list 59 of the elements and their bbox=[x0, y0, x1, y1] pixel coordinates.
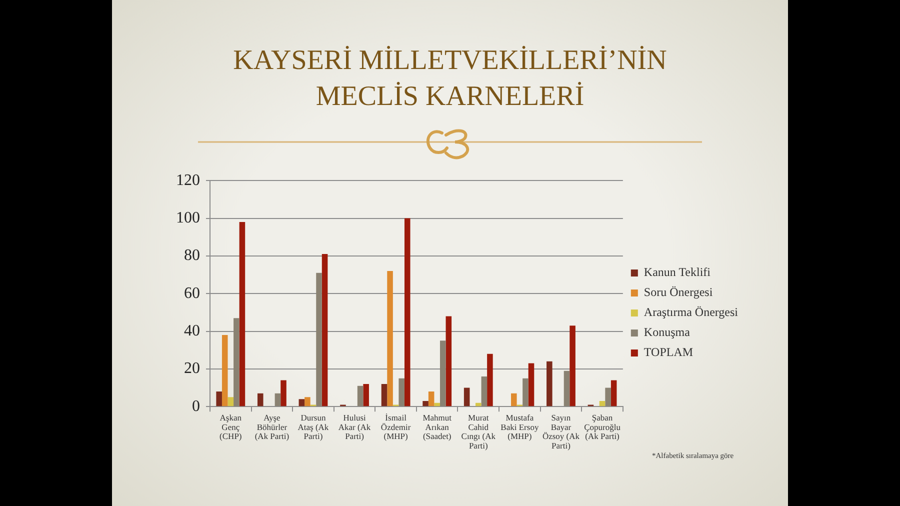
legend-label: Konuşma bbox=[644, 325, 691, 340]
x-tick-label: İsmail Özdemir (MHP) bbox=[380, 412, 411, 442]
x-tick-label: Dursun Ataş (Ak Parti) bbox=[298, 412, 330, 442]
bar bbox=[257, 393, 264, 406]
bar bbox=[234, 318, 240, 406]
bar bbox=[322, 254, 328, 406]
bar bbox=[428, 392, 434, 406]
bar bbox=[222, 335, 228, 406]
x-tick-label: Mahmut Arıkan (Saadet) bbox=[422, 412, 452, 442]
y-tick-label: 60 bbox=[184, 284, 200, 302]
bar bbox=[363, 384, 369, 406]
bar bbox=[387, 271, 393, 406]
y-tick-label: 40 bbox=[184, 322, 200, 340]
legend-label: TOPLAM bbox=[644, 345, 694, 360]
bar bbox=[357, 386, 364, 406]
bar bbox=[239, 222, 246, 406]
x-tick-label: Şaban Çopuroğlu (Ak Parti) bbox=[584, 412, 622, 442]
bar bbox=[599, 400, 606, 406]
bar bbox=[280, 380, 286, 406]
bar bbox=[316, 272, 322, 406]
x-tick-label: Sayın Bayar Özsoy (Ak Parti) bbox=[542, 412, 580, 451]
x-tick-label: Hulusi Akar (Ak Parti) bbox=[338, 412, 372, 442]
x-tick-label: Mustafa Baki Ersoy (MHP) bbox=[500, 412, 540, 442]
x-tick-label: Murat Cahid Cıngı (Ak Parti) bbox=[461, 412, 496, 451]
bar bbox=[464, 388, 470, 406]
legend-label: Kanun Teklifi bbox=[644, 265, 712, 280]
bar bbox=[404, 218, 410, 406]
y-tick-label: 20 bbox=[184, 360, 200, 378]
bar bbox=[422, 400, 428, 406]
y-tick-label: 100 bbox=[176, 209, 200, 226]
y-tick-label: 0 bbox=[192, 398, 200, 415]
bar bbox=[511, 393, 517, 406]
bar bbox=[216, 392, 222, 406]
legend-label: Araştırma Önergesi bbox=[644, 305, 739, 320]
bar bbox=[274, 393, 281, 406]
bar bbox=[381, 384, 388, 406]
bar bbox=[610, 380, 617, 406]
y-tick-label: 120 bbox=[176, 172, 200, 189]
bar bbox=[481, 376, 488, 406]
bar bbox=[546, 361, 552, 406]
x-tick-label: Ayşe Böhürler (Ak Parti) bbox=[254, 412, 290, 442]
bar bbox=[487, 354, 493, 406]
bar bbox=[570, 326, 576, 406]
y-tick-label: 80 bbox=[184, 247, 200, 264]
chart-title: KAYSERİ MİLLETVEKİLLERİ’NİN MECLİS KARNELERİ bbox=[232, 44, 668, 114]
bar bbox=[564, 370, 570, 406]
bar bbox=[228, 397, 234, 406]
bar bbox=[476, 402, 482, 406]
bar bbox=[605, 388, 611, 406]
bar bbox=[440, 340, 446, 406]
x-tick-label: Aşkan Genç (CHP) bbox=[220, 412, 242, 442]
bar bbox=[304, 397, 310, 406]
bar bbox=[522, 378, 528, 406]
legend-label: Soru Önergesi bbox=[644, 285, 714, 300]
bar bbox=[398, 378, 404, 406]
bar bbox=[528, 363, 534, 406]
bar bbox=[446, 316, 452, 406]
bar bbox=[298, 399, 305, 406]
bar bbox=[434, 402, 440, 406]
